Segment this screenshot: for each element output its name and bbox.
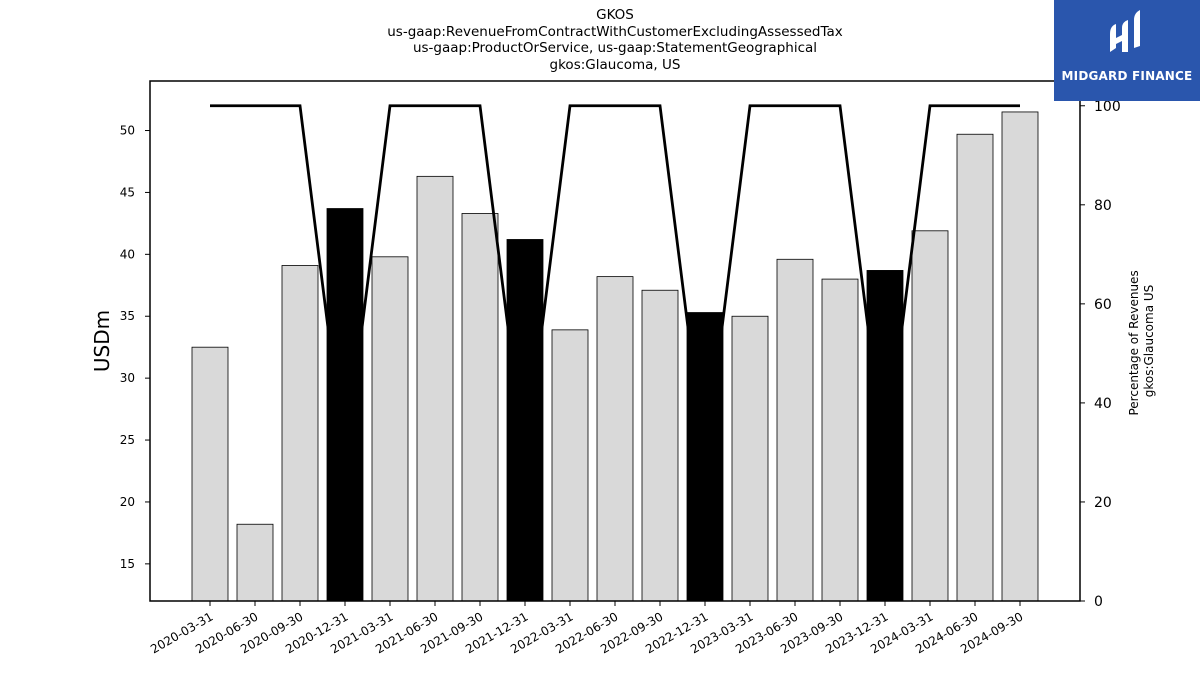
y2-axis-label-line-2: gkos:Glaucoma US xyxy=(1142,285,1156,398)
logo-text: MIDGARD FINANCE xyxy=(1061,69,1193,83)
title-line-1: GKOS xyxy=(596,7,634,23)
y-tick-label: 15 xyxy=(120,557,135,571)
bar-2020-06-30 xyxy=(236,523,274,602)
bar-2022-03-31 xyxy=(551,329,589,602)
y2-tick-label: 100 xyxy=(1094,99,1121,115)
y2-axis-label: Percentage of Revenues gkos:Glaucoma US xyxy=(1127,266,1156,415)
x-axis: 2020-03-312020-06-302020-09-302020-12-31… xyxy=(148,601,1026,656)
y-tick-label: 40 xyxy=(120,247,135,261)
bar-2024-09-30 xyxy=(1001,111,1039,602)
y-tick-label: 20 xyxy=(120,495,135,509)
left-y-axis: 15 20 25 30 35 40 45 50 xyxy=(120,124,150,571)
bar-2023-12-31 xyxy=(866,270,904,602)
logo-mark-icon xyxy=(1110,10,1140,52)
bar-2023-03-31 xyxy=(731,315,769,602)
y2-tick-label: 40 xyxy=(1094,396,1112,412)
y2-tick-label: 20 xyxy=(1094,495,1112,511)
percentage-line-group xyxy=(210,104,1020,463)
brand-logo: MIDGARD FINANCE xyxy=(1054,0,1200,101)
y-tick-label: 45 xyxy=(120,185,135,199)
y2-axis-label-line-1: Percentage of Revenues xyxy=(1127,270,1141,415)
bar-2021-06-30 xyxy=(416,175,454,602)
title-line-4: gkos:Glaucoma, US xyxy=(549,56,681,73)
bar-2024-03-31 xyxy=(911,230,949,602)
bar-2020-12-31 xyxy=(326,208,364,602)
chart-title: GKOS us-gaap:RevenueFromContractWithCust… xyxy=(140,7,1090,73)
y-tick-label: 50 xyxy=(120,124,135,138)
y2-tick-label: 0 xyxy=(1094,594,1103,610)
bar-2020-03-31 xyxy=(191,346,229,602)
y-axis-label: USDm xyxy=(90,310,114,372)
y2-tick-label: 80 xyxy=(1094,198,1112,214)
bar-2020-09-30 xyxy=(281,265,319,602)
y-tick-label: 25 xyxy=(120,433,135,447)
bar-2024-06-30 xyxy=(956,133,994,602)
bar-2022-09-30 xyxy=(641,289,679,602)
bar-2021-12-31 xyxy=(506,239,544,602)
y-tick-label: 35 xyxy=(120,309,135,323)
bar-2023-09-30 xyxy=(821,278,859,602)
bar-2022-06-30 xyxy=(596,276,634,602)
percentage-line xyxy=(210,104,1020,463)
right-y-axis: 0 20 40 60 80 100 xyxy=(1080,99,1121,610)
bar-2021-03-31 xyxy=(371,256,409,602)
y2-tick-label: 60 xyxy=(1094,297,1112,313)
bar-2021-09-30 xyxy=(461,213,499,602)
y-tick-label: 30 xyxy=(120,371,135,385)
title-line-2: us-gaap:RevenueFromContractWithCustomerE… xyxy=(387,23,843,40)
bar-2023-06-30 xyxy=(776,258,814,602)
title-line-3: us-gaap:ProductOrService, us-gaap:Statem… xyxy=(412,40,818,56)
bars-group xyxy=(191,111,1039,602)
